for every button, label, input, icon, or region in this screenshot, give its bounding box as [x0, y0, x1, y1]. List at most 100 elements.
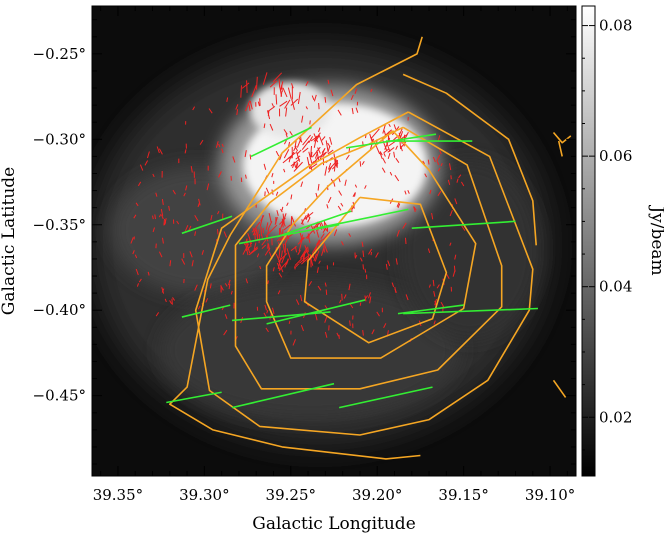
red-vector	[327, 79, 330, 85]
red-vector	[197, 305, 201, 310]
red-vector	[303, 251, 306, 262]
red-vector	[325, 289, 328, 295]
green-vector	[411, 220, 516, 229]
red-vector	[328, 159, 338, 170]
y-axis-title: Galactic Latitude	[0, 167, 19, 315]
red-vector	[136, 283, 139, 287]
red-vector	[374, 142, 381, 155]
red-vector	[364, 268, 367, 273]
red-vector	[282, 213, 285, 225]
red-vector	[376, 311, 380, 317]
red-vector	[314, 313, 318, 321]
red-vector	[383, 152, 386, 157]
red-vector	[283, 224, 291, 231]
red-vector	[275, 191, 279, 196]
red-vector	[220, 285, 224, 291]
green-vector	[276, 210, 352, 238]
contour-line	[303, 196, 448, 344]
red-vector	[368, 248, 373, 255]
red-vector	[275, 253, 281, 263]
red-vector	[361, 241, 364, 247]
red-vector	[291, 83, 294, 89]
red-vector	[369, 133, 373, 143]
red-vector	[230, 290, 233, 295]
red-vector	[413, 206, 416, 213]
red-vector	[322, 240, 328, 253]
red-vector	[436, 161, 440, 166]
red-vector	[316, 267, 319, 273]
red-vector	[422, 160, 426, 165]
red-vector	[354, 184, 358, 188]
red-vector	[337, 109, 342, 116]
red-vector	[272, 72, 283, 83]
red-vector	[223, 329, 228, 336]
red-vector	[290, 246, 297, 252]
red-vector	[460, 181, 465, 187]
red-vector	[294, 257, 303, 266]
red-vector	[278, 252, 288, 263]
red-vector	[437, 190, 442, 197]
red-vector	[169, 300, 173, 305]
red-vector	[221, 148, 224, 154]
red-vector	[321, 148, 326, 153]
red-vector	[256, 76, 258, 90]
red-vector	[396, 201, 400, 208]
red-vector	[275, 150, 280, 157]
x-tick-label: 39.30°	[179, 486, 229, 504]
red-vector	[285, 107, 288, 117]
red-vector	[383, 323, 387, 329]
red-vector	[254, 232, 256, 240]
red-vector	[446, 273, 450, 279]
red-vector	[338, 178, 341, 183]
red-vector	[350, 94, 354, 101]
red-vector	[308, 151, 313, 164]
red-vector	[255, 229, 258, 237]
red-vector	[384, 129, 393, 137]
red-vector	[154, 214, 156, 220]
red-vector	[337, 205, 342, 211]
red-vector	[217, 210, 220, 215]
red-vector	[354, 254, 358, 259]
red-vector	[144, 160, 149, 166]
red-vector	[318, 134, 324, 146]
contour-line	[194, 111, 534, 436]
red-vector	[294, 266, 296, 270]
red-vector	[322, 231, 331, 241]
red-vector	[429, 189, 432, 195]
red-vector	[328, 162, 332, 170]
red-vector	[359, 302, 362, 306]
red-vector	[194, 215, 199, 222]
red-vector	[300, 136, 302, 143]
red-vector	[318, 127, 321, 133]
red-vector	[327, 149, 334, 155]
red-vector	[291, 215, 296, 227]
red-vector	[197, 203, 200, 208]
green-polarization-vectors	[166, 126, 539, 409]
red-vector	[318, 102, 320, 110]
red-vector	[242, 243, 250, 255]
green-vector	[397, 304, 464, 315]
bright-region-lobe	[250, 82, 330, 138]
red-vector	[361, 160, 365, 166]
red-vector	[191, 260, 194, 267]
plot-frame	[91, 5, 577, 477]
red-vector	[190, 166, 193, 173]
red-vector	[286, 248, 291, 260]
red-vector	[393, 151, 396, 158]
red-vector	[251, 221, 261, 233]
red-vector	[281, 206, 284, 211]
red-vector	[439, 150, 442, 155]
red-vector	[349, 320, 351, 326]
red-vector	[317, 183, 320, 191]
red-vector	[224, 283, 228, 287]
red-vector	[348, 283, 351, 291]
red-vector	[325, 140, 329, 152]
red-vector	[278, 247, 281, 259]
red-vector	[458, 174, 462, 179]
green-vector	[339, 386, 433, 409]
red-vector	[139, 164, 144, 171]
red-vector	[314, 250, 320, 262]
red-vector	[437, 167, 441, 172]
red-vector	[340, 202, 344, 207]
red-vector	[209, 283, 212, 289]
